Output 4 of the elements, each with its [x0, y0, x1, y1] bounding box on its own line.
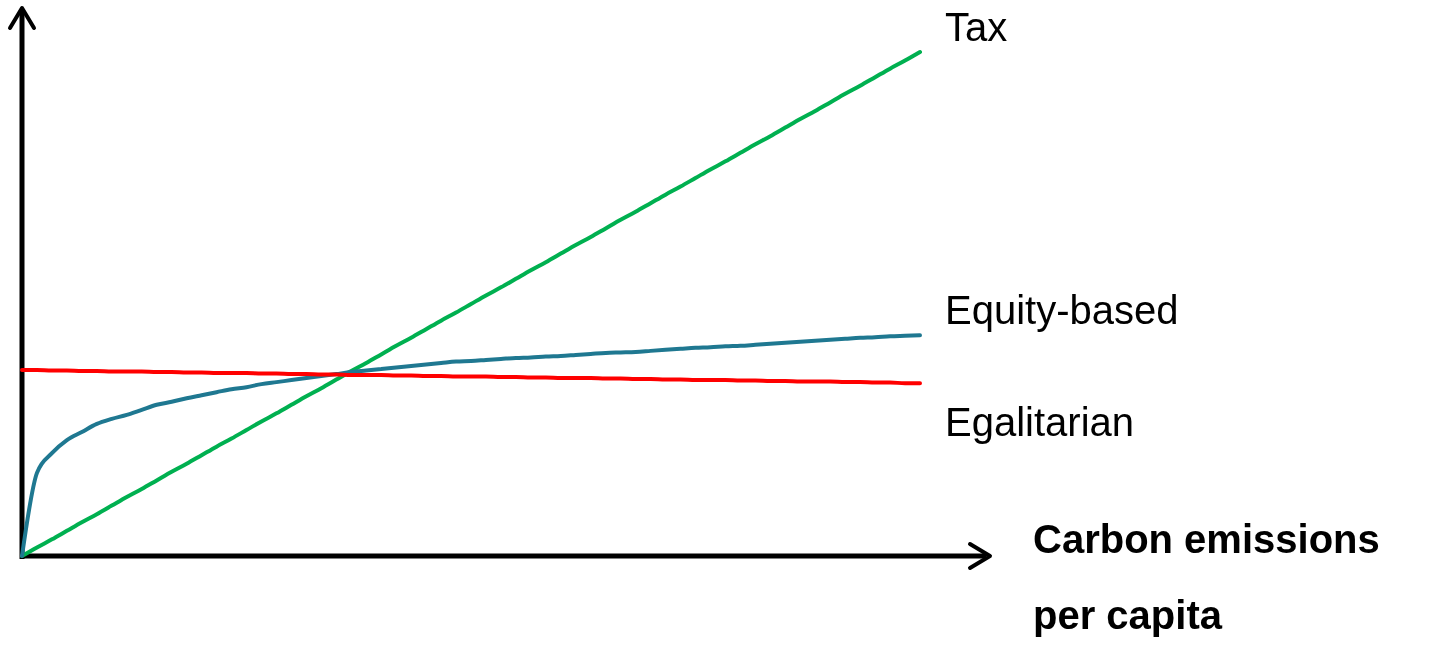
series-label: Tax [945, 4, 1008, 49]
series-label: Egalitarian [945, 399, 1135, 444]
x-axis-title: Carbon emissions per capita [1033, 517, 1380, 637]
series-label: Equity-based [945, 287, 1179, 332]
